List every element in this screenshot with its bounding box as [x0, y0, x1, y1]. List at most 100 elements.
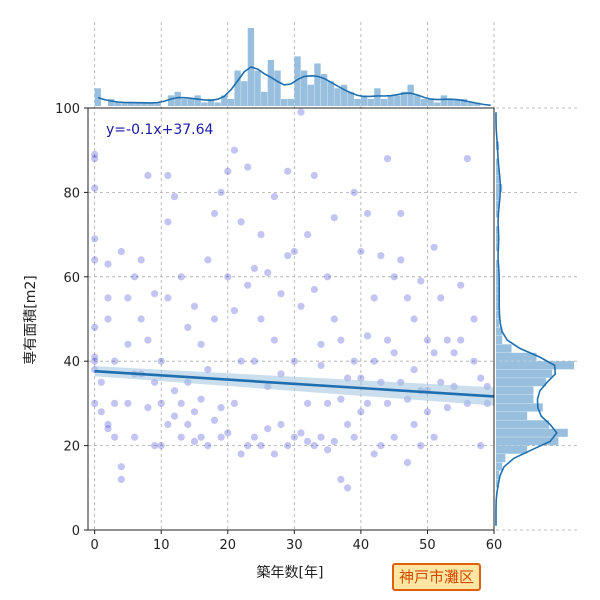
- x-hist-bar: [440, 95, 448, 106]
- y-hist-bar: [496, 428, 568, 437]
- scatter-point: [397, 209, 405, 218]
- y-hist-bar: [496, 445, 528, 454]
- scatter-point: [91, 323, 99, 331]
- area-badge: 神戸市灘区: [392, 563, 482, 591]
- x-hist-bar: [407, 84, 414, 106]
- scatter-point: [104, 315, 112, 323]
- scatter-point: [304, 437, 312, 445]
- x-hist-bar: [354, 98, 361, 106]
- scatter-point: [324, 399, 332, 407]
- y-marginal-histogram: [495, 112, 574, 526]
- scatter-point: [144, 404, 152, 412]
- scatter-point: [357, 374, 365, 382]
- y-hist-bar: [496, 167, 500, 176]
- y-hist-bar: [496, 183, 503, 193]
- y-hist-bar: [496, 276, 500, 285]
- scatter-point: [330, 315, 338, 323]
- y-tick-label: 40: [63, 355, 80, 370]
- scatter-point: [457, 281, 465, 289]
- scatter-point: [104, 260, 112, 268]
- x-tick-label: 10: [153, 538, 170, 553]
- x-hist-bar: [460, 98, 468, 106]
- x-hist-bar: [300, 70, 308, 106]
- scatter-point: [264, 425, 272, 433]
- scatter-point: [164, 420, 172, 429]
- x-density-curve: [97, 66, 491, 107]
- x-tick-label: 0: [91, 538, 99, 553]
- regression-layer: [94, 366, 495, 406]
- y-hist-bar: [496, 335, 503, 345]
- scatter-point: [317, 433, 325, 441]
- regression-equation: y=-0.1x+37.64: [106, 122, 214, 138]
- x-hist-bar: [434, 102, 441, 106]
- scatter-point: [390, 349, 398, 357]
- x-marginal-histogram: [94, 28, 491, 107]
- scatter-point: [184, 420, 192, 429]
- y-hist-bar: [496, 175, 500, 184]
- scatter-point: [270, 450, 278, 458]
- x-hist-bar: [241, 81, 248, 106]
- scatter-points: [91, 108, 491, 492]
- scatter-point: [184, 323, 192, 331]
- y-hist-bar: [496, 192, 500, 201]
- x-hist-bar: [141, 102, 148, 106]
- x-hist-bar: [380, 98, 388, 106]
- scatter-point: [377, 252, 385, 260]
- scatter-point: [91, 155, 99, 163]
- scatter-point: [230, 399, 238, 407]
- y-hist-bar: [496, 378, 546, 387]
- y-hist-bar: [496, 285, 500, 294]
- scatter-point: [170, 412, 179, 420]
- scatter-point: [137, 315, 145, 323]
- x-hist-bar: [327, 81, 334, 106]
- scatter-point: [443, 336, 451, 344]
- x-hist-bar: [221, 95, 228, 106]
- scatter-point: [117, 475, 125, 483]
- y-hist-bar: [496, 327, 503, 336]
- y-hist-bar: [496, 462, 503, 471]
- scatter-point: [217, 433, 225, 441]
- y-hist-bar: [496, 259, 500, 269]
- x-hist-bar: [400, 91, 408, 106]
- scatter-point: [244, 442, 252, 450]
- scatter-point: [330, 214, 338, 222]
- scatter-point: [104, 294, 112, 302]
- y-hist-bar: [496, 302, 500, 311]
- x-hist-bar: [214, 102, 221, 106]
- y-hist-bar: [496, 437, 559, 446]
- x-tick-label: 20: [219, 538, 236, 553]
- scatter-point: [344, 484, 352, 492]
- scatter-point: [197, 395, 205, 403]
- y-hist-bar: [496, 411, 528, 420]
- y-hist-bar: [496, 470, 500, 480]
- scatter-point: [204, 256, 212, 264]
- scatter-point: [443, 404, 451, 412]
- y-hist-bar: [496, 310, 500, 319]
- y-hist-bar: [496, 386, 534, 395]
- regression-confidence-band: [94, 366, 495, 406]
- scatter-point: [164, 218, 172, 226]
- scatter-point: [257, 231, 265, 239]
- y-density-curve: [495, 112, 558, 526]
- scatter-point: [197, 433, 205, 441]
- scatter-point: [297, 108, 305, 116]
- x-hist-bar: [334, 88, 341, 106]
- x-hist-bar: [207, 98, 215, 106]
- scatter-point: [250, 433, 258, 441]
- scatter-point: [230, 146, 238, 154]
- y-hist-bar: [496, 234, 500, 243]
- y-tick-label: 20: [63, 440, 80, 455]
- scatter-point: [190, 408, 199, 416]
- scatter-point: [204, 442, 212, 450]
- scatter-point: [284, 252, 292, 260]
- y-axis-title: 専有面積[m2]: [23, 275, 39, 364]
- scatter-point: [337, 395, 345, 403]
- scatter-point: [430, 433, 438, 441]
- y-hist-bar: [496, 394, 534, 404]
- scatter-point: [337, 336, 345, 344]
- x-hist-bar: [94, 88, 102, 106]
- regression-line: [94, 369, 495, 398]
- y-tick-label: 100: [55, 102, 80, 117]
- y-hist-bar: [496, 243, 500, 252]
- scatter-point: [390, 273, 398, 281]
